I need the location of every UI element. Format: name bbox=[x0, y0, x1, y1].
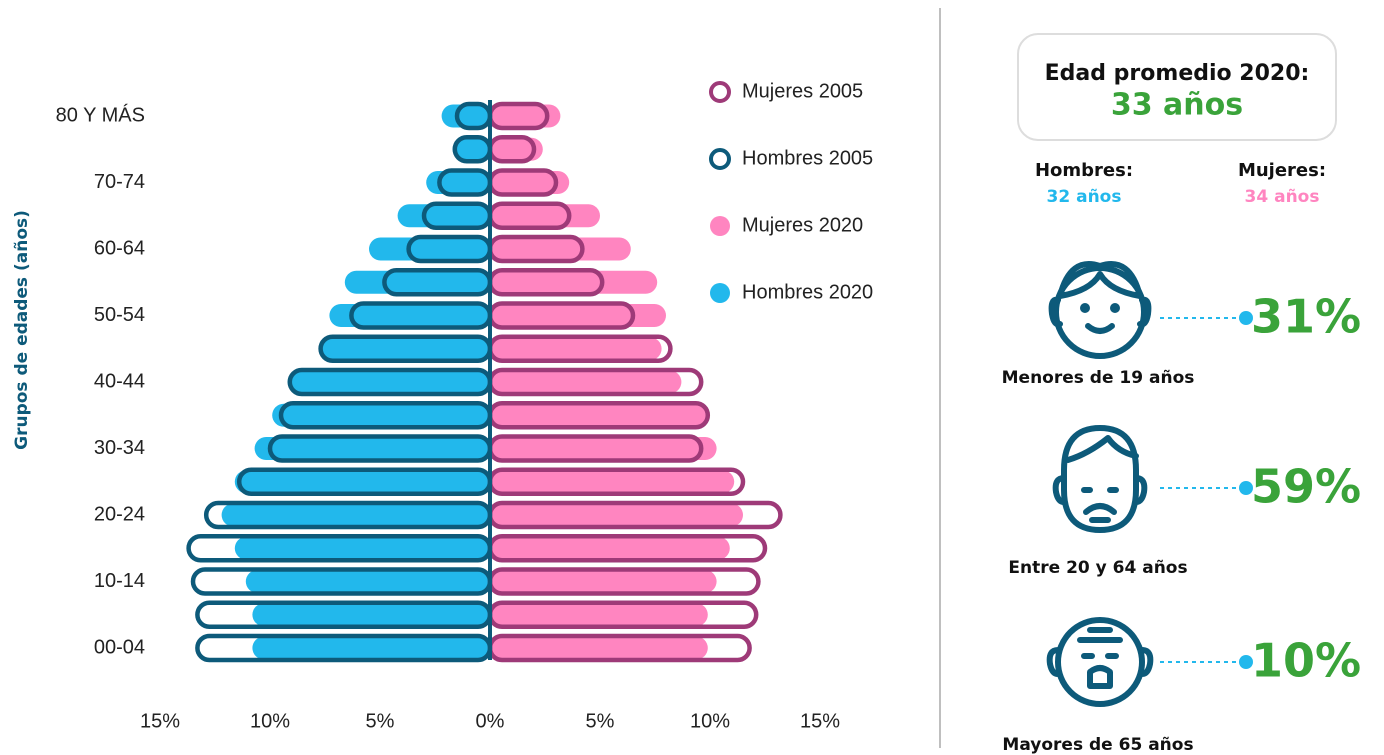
bar bbox=[329, 304, 490, 327]
bar bbox=[490, 603, 708, 627]
bar bbox=[272, 403, 490, 427]
bar bbox=[441, 104, 490, 128]
bar bbox=[252, 636, 490, 660]
bar bbox=[490, 470, 735, 494]
men-age: 32 años bbox=[1047, 187, 1122, 207]
bar bbox=[490, 403, 708, 427]
y-tick-label: 80 Y MÁS bbox=[56, 103, 145, 126]
elder-icon bbox=[1046, 617, 1154, 707]
bar bbox=[490, 104, 561, 128]
bar bbox=[490, 204, 600, 228]
legend-label: Mujeres 2005 bbox=[742, 80, 863, 102]
legend-label: Hombres 2005 bbox=[742, 147, 873, 169]
y-tick-label: 50-54 bbox=[94, 304, 145, 326]
child-icon bbox=[1048, 261, 1152, 359]
panel-title: Edad promedio 2020: bbox=[1045, 61, 1310, 86]
bar bbox=[490, 171, 570, 194]
group-label: Mayores de 65 años bbox=[1002, 735, 1193, 755]
women-age: 34 años bbox=[1245, 187, 1320, 207]
bar bbox=[369, 237, 490, 261]
bar bbox=[490, 337, 662, 361]
bar bbox=[490, 137, 543, 161]
bar bbox=[490, 503, 743, 527]
bar bbox=[490, 536, 730, 560]
y-tick-label: 20-24 bbox=[94, 503, 145, 525]
group-percent: 59% bbox=[1251, 460, 1361, 514]
group-label: Entre 20 y 64 años bbox=[1008, 558, 1187, 578]
y-tick-label: 40-44 bbox=[94, 370, 145, 392]
legend-label: Hombres 2020 bbox=[742, 281, 873, 303]
bar bbox=[490, 270, 658, 294]
legend-swatch bbox=[709, 81, 731, 103]
legend-label: Mujeres 2020 bbox=[742, 214, 863, 236]
group-percent: 31% bbox=[1251, 290, 1361, 344]
bar bbox=[221, 503, 490, 527]
bar bbox=[245, 570, 490, 593]
bar bbox=[344, 270, 490, 294]
men-label: Hombres: bbox=[1035, 160, 1133, 181]
x-tick-label: 5% bbox=[586, 710, 615, 732]
bar bbox=[252, 603, 490, 627]
y-axis-label: Grupos de edades (años) bbox=[12, 210, 32, 450]
bar bbox=[234, 536, 490, 560]
adult-icon bbox=[1052, 425, 1148, 533]
legend-swatch bbox=[710, 283, 730, 303]
legend-swatch bbox=[709, 148, 731, 170]
x-tick-label: 10% bbox=[250, 710, 290, 732]
x-tick-label: 0% bbox=[476, 710, 505, 732]
group-percent: 10% bbox=[1251, 634, 1361, 688]
x-tick-label: 5% bbox=[366, 710, 395, 732]
connector-dot bbox=[1239, 311, 1253, 325]
bar bbox=[320, 337, 490, 361]
connector-dot bbox=[1239, 481, 1253, 495]
bar bbox=[234, 470, 490, 494]
y-tick-label: 60-64 bbox=[94, 237, 145, 259]
y-tick-label: 10-14 bbox=[94, 570, 145, 592]
bar bbox=[490, 636, 708, 660]
bar bbox=[287, 370, 490, 394]
x-tick-label: 10% bbox=[690, 710, 730, 732]
y-tick-label: 70-74 bbox=[94, 171, 145, 193]
bar bbox=[490, 437, 717, 460]
bar bbox=[490, 237, 631, 261]
legend-swatch bbox=[710, 216, 730, 236]
y-tick-label: 30-34 bbox=[94, 437, 145, 459]
women-label: Mujeres: bbox=[1238, 160, 1326, 181]
x-tick-label: 15% bbox=[800, 710, 840, 732]
bar bbox=[490, 304, 666, 327]
bar bbox=[490, 370, 682, 394]
connector-dot bbox=[1239, 655, 1253, 669]
x-tick-label: 15% bbox=[140, 710, 180, 732]
y-tick-label: 00-04 bbox=[94, 636, 145, 658]
average-box bbox=[1017, 33, 1337, 141]
bar bbox=[490, 570, 717, 593]
group-label: Menores de 19 años bbox=[1002, 368, 1195, 388]
bar bbox=[397, 204, 490, 228]
bar bbox=[426, 171, 490, 194]
average-age: 33 años bbox=[1111, 88, 1243, 123]
bar bbox=[254, 437, 490, 460]
bar bbox=[452, 137, 490, 161]
